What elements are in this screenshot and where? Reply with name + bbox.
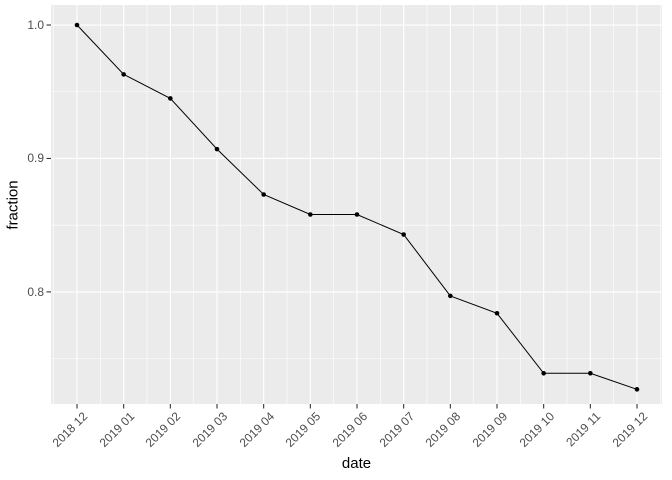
data-point	[74, 22, 80, 28]
data-point	[634, 387, 640, 392]
data-point	[448, 293, 453, 299]
data-point	[308, 212, 313, 217]
x-axis-title: date	[341, 455, 372, 472]
data-point	[261, 192, 266, 197]
data-point	[401, 232, 406, 237]
data-point	[588, 371, 593, 376]
y-tick-label: 0.9	[27, 151, 44, 166]
data-point	[214, 146, 220, 152]
data-point	[121, 72, 126, 77]
data-point	[541, 371, 546, 376]
y-tick-label: 0.8	[27, 284, 44, 299]
data-point	[494, 310, 500, 316]
y-tick-label: 1.0	[27, 18, 44, 33]
y-axis-title: fraction	[4, 180, 22, 230]
data-point	[168, 96, 173, 101]
data-point	[354, 212, 360, 217]
